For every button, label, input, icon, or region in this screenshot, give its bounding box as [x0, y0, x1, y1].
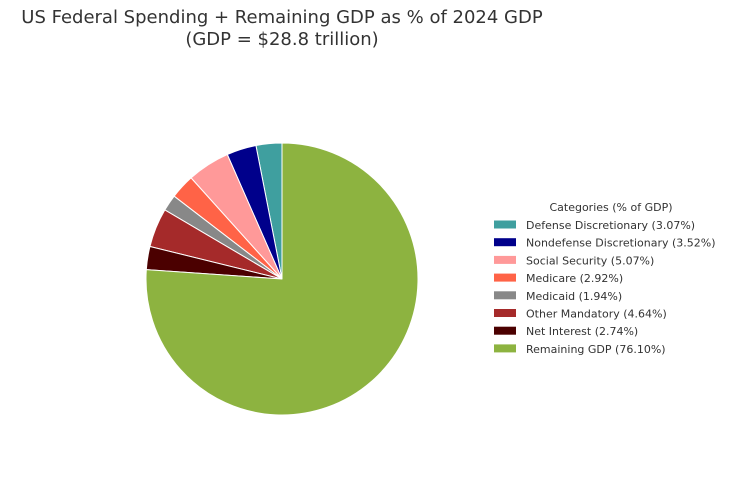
- chart-title-line-1: US Federal Spending + Remaining GDP as %…: [21, 7, 543, 28]
- chart-title: US Federal Spending + Remaining GDP as %…: [21, 7, 543, 50]
- legend-swatch-medicaid: [494, 291, 516, 300]
- legend-swatch-medicare: [494, 273, 516, 282]
- chart-title-line-2: (GDP = $28.8 trillion): [185, 29, 378, 50]
- pie-slice-remaining-gdp: [145, 142, 419, 416]
- legend-swatch-nondefense-discretionary: [494, 238, 516, 247]
- legend-swatch-other-mandatory: [494, 309, 516, 317]
- legend-swatch-social-security: [494, 255, 516, 264]
- legend-label-social-security: Social Security (5.07%): [526, 254, 654, 267]
- legend-label-other-mandatory: Other Mandatory (4.64%): [526, 308, 667, 321]
- legend-swatch-defense-discretionary: [494, 220, 516, 229]
- legend-items: Defense Discretionary (3.07%) Nondefense …: [494, 219, 716, 356]
- legend-swatch-net-interest: [494, 326, 516, 335]
- legend-label-medicaid: Medicaid (1.94%): [526, 290, 622, 303]
- legend-label-nondefense-discretionary: Nondefense Discretionary (3.52%): [526, 237, 716, 250]
- legend-swatch-remaining-gdp: [494, 344, 516, 353]
- legend-label-defense-discretionary: Defense Discretionary (3.07%): [526, 219, 695, 232]
- legend-label-net-interest: Net Interest (2.74%): [526, 325, 638, 338]
- legend-label-medicare: Medicare (2.92%): [526, 272, 623, 285]
- legend-title: Categories (% of GDP): [549, 201, 672, 214]
- legend-label-remaining-gdp: Remaining GDP (76.10%): [526, 343, 666, 356]
- legend: Categories (% of GDP) Defense Discretion…: [494, 201, 716, 356]
- pie-slices: [145, 142, 419, 416]
